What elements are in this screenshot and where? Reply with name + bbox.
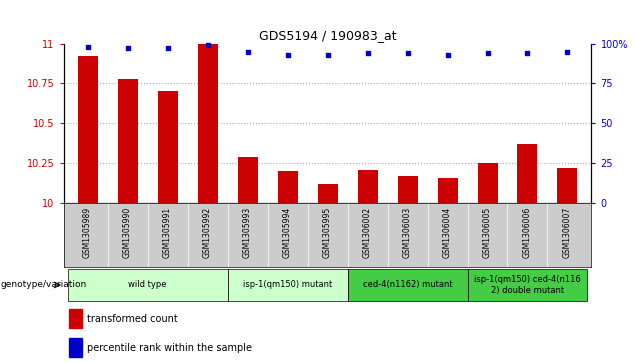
- Text: GSM1305993: GSM1305993: [243, 207, 252, 258]
- Bar: [478, 163, 497, 203]
- Point: [242, 49, 252, 54]
- Point: [522, 50, 532, 56]
- Text: transformed count: transformed count: [87, 314, 178, 324]
- Text: GSM1306004: GSM1306004: [443, 207, 452, 258]
- Point: [443, 52, 453, 58]
- Bar: [398, 176, 417, 203]
- Point: [123, 45, 133, 51]
- Bar: [198, 44, 218, 203]
- Text: isp-1(qm150) mutant: isp-1(qm150) mutant: [243, 281, 332, 289]
- Text: GSM1305992: GSM1305992: [203, 207, 212, 258]
- Text: GSM1306003: GSM1306003: [403, 207, 412, 258]
- Text: GSM1305989: GSM1305989: [83, 207, 92, 258]
- Bar: [438, 178, 457, 203]
- Point: [162, 45, 172, 51]
- Bar: [238, 157, 258, 203]
- Bar: [69, 309, 82, 328]
- Bar: [69, 338, 82, 357]
- Bar: [467, 269, 588, 301]
- Bar: [277, 171, 298, 203]
- Point: [202, 42, 212, 48]
- Text: GSM1305990: GSM1305990: [123, 207, 132, 258]
- Bar: [347, 269, 467, 301]
- Text: GSM1306005: GSM1306005: [483, 207, 492, 258]
- Text: GSM1305995: GSM1305995: [323, 207, 332, 258]
- Bar: [317, 184, 338, 203]
- Title: GDS5194 / 190983_at: GDS5194 / 190983_at: [259, 29, 396, 42]
- Text: GSM1306007: GSM1306007: [563, 207, 572, 258]
- Bar: [158, 91, 177, 203]
- Point: [282, 52, 293, 58]
- Text: genotype/variation: genotype/variation: [1, 281, 87, 289]
- Point: [322, 52, 333, 58]
- Bar: [357, 170, 378, 203]
- Text: wild type: wild type: [128, 281, 167, 289]
- Text: GSM1305994: GSM1305994: [283, 207, 292, 258]
- Bar: [518, 144, 537, 203]
- Text: percentile rank within the sample: percentile rank within the sample: [87, 343, 252, 353]
- Text: isp-1(qm150) ced-4(n116
2) double mutant: isp-1(qm150) ced-4(n116 2) double mutant: [474, 275, 581, 295]
- Point: [403, 50, 413, 56]
- Bar: [67, 269, 228, 301]
- Bar: [558, 168, 577, 203]
- Point: [562, 49, 572, 54]
- Point: [363, 50, 373, 56]
- Bar: [78, 56, 97, 203]
- Text: GSM1306002: GSM1306002: [363, 207, 372, 258]
- Text: GSM1306006: GSM1306006: [523, 207, 532, 258]
- Text: GSM1305991: GSM1305991: [163, 207, 172, 258]
- Point: [83, 44, 93, 50]
- Bar: [228, 269, 347, 301]
- Point: [483, 50, 493, 56]
- Text: ced-4(n1162) mutant: ced-4(n1162) mutant: [363, 281, 452, 289]
- Bar: [118, 79, 137, 203]
